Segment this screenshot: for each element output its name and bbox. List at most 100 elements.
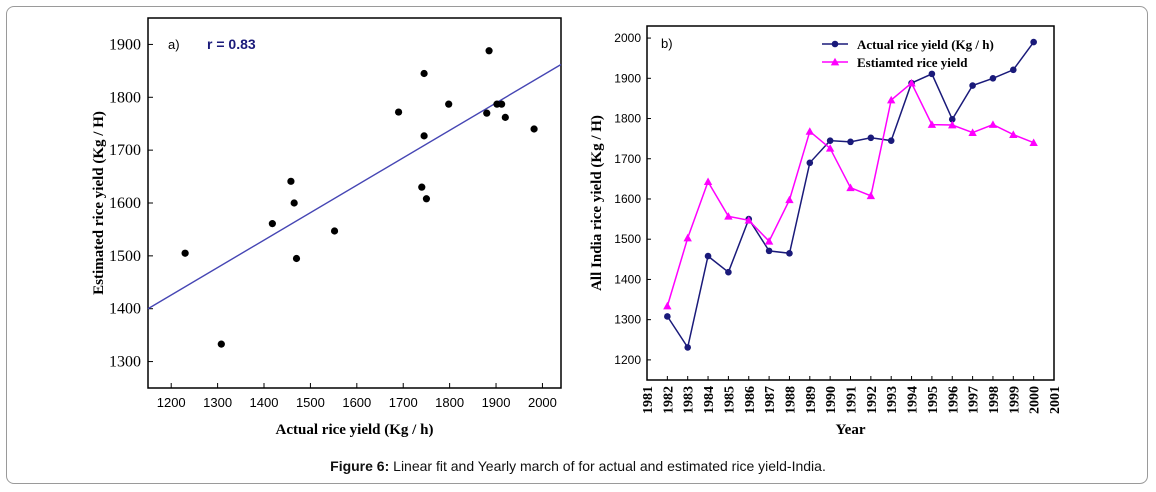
scatter-point <box>330 227 339 235</box>
scatter-point <box>445 100 453 108</box>
x-tick-label-b: 1996 <box>946 386 961 414</box>
y-tick-label-b: 1500 <box>614 232 641 246</box>
estimated-point <box>968 128 977 136</box>
y-tick-label-a: 1700 <box>109 142 141 159</box>
scatter-point <box>418 183 426 191</box>
estimated-point <box>663 301 672 310</box>
scatter-point <box>292 254 301 263</box>
actual-point <box>826 137 834 144</box>
scatter-point <box>501 113 509 121</box>
x-tick-label-b: 1992 <box>865 386 880 414</box>
scatter-point <box>217 340 225 348</box>
estimated-point <box>927 120 937 128</box>
scatter-point <box>287 177 295 185</box>
scatter-point <box>268 220 276 228</box>
y-tick-label-b: 1600 <box>614 192 641 206</box>
x-tick-label-a: 1900 <box>482 395 511 410</box>
y-tick-label-b: 1900 <box>614 71 641 85</box>
scatter-point <box>394 108 403 116</box>
estimated-point <box>866 191 876 200</box>
actual-point <box>684 344 691 351</box>
scatter-point <box>420 132 428 140</box>
series-line-actual <box>666 41 1035 350</box>
figure-frame <box>6 6 1148 484</box>
x-tick-label-b: 1998 <box>987 386 1002 414</box>
y-tick-label-a: 1500 <box>109 248 141 265</box>
x-tick-label-a: 1500 <box>296 395 325 410</box>
estimated-point <box>785 195 794 204</box>
x-tick-label-b: 1983 <box>682 386 697 414</box>
x-tick-label-b: 1988 <box>783 386 798 414</box>
x-tick-label-a: 2000 <box>528 395 557 410</box>
estimated-point <box>825 144 835 152</box>
x-tick-label-a: 1400 <box>250 395 279 410</box>
y-axis-title-b: All India rice yield (Kg / H) <box>589 115 605 291</box>
estimated-point <box>703 177 713 186</box>
estimated-point <box>846 183 855 192</box>
x-tick-label-b: 1986 <box>743 386 758 414</box>
y-tick-label-a: 1800 <box>109 89 141 106</box>
actual-point <box>1010 66 1017 74</box>
estimated-point <box>948 120 957 129</box>
y-tick-label-a: 1300 <box>109 354 141 371</box>
x-tick-label-b: 1993 <box>885 386 900 414</box>
y-tick-label-b: 1400 <box>614 272 641 286</box>
panel-label-b: b) <box>661 36 673 51</box>
y-tick-label-a: 1600 <box>109 195 141 212</box>
legend-label: Estiamted rice yield <box>857 55 968 70</box>
actual-point <box>989 74 997 82</box>
y-tick-label-b: 1200 <box>614 353 641 367</box>
x-tick-label-b: 1982 <box>661 386 676 414</box>
scatter-point <box>530 125 538 133</box>
x-tick-label-a: 1200 <box>157 395 186 410</box>
scatter-point <box>483 109 491 117</box>
legend-swatch-marker <box>830 57 840 66</box>
y-tick-label-b: 1700 <box>614 152 641 166</box>
estimated-point <box>744 216 753 224</box>
x-tick-label-b: 1984 <box>702 386 717 414</box>
scatter-point <box>422 195 431 203</box>
x-tick-label-a: 1600 <box>342 395 371 410</box>
x-tick-label-b: 1995 <box>926 386 941 414</box>
y-tick-label-a: 1400 <box>109 301 141 318</box>
actual-point <box>664 313 671 320</box>
x-tick-label-a: 1300 <box>203 395 232 410</box>
scatter-point <box>420 69 428 78</box>
actual-point <box>786 249 793 257</box>
estimated-point <box>764 237 774 245</box>
y-tick-label-b: 2000 <box>614 31 641 45</box>
actual-point <box>806 159 814 167</box>
x-tick-label-b: 1985 <box>722 386 737 414</box>
estimated-point <box>1009 130 1018 138</box>
estimated-point <box>988 120 998 128</box>
estimated-point <box>683 233 692 242</box>
actual-point <box>969 82 976 89</box>
legend-swatch-marker <box>831 40 839 48</box>
scatter-point <box>485 47 493 55</box>
actual-point <box>847 138 854 146</box>
estimated-point <box>724 212 733 220</box>
x-tick-label-b: 1997 <box>967 386 982 414</box>
x-tick-label-a: 1800 <box>435 395 464 410</box>
estimated-point <box>1029 138 1038 147</box>
panel-label-a: a) <box>168 37 180 52</box>
x-tick-label-b: 1991 <box>845 386 860 414</box>
x-tick-label-b: 1987 <box>763 386 778 414</box>
fit-line <box>147 63 562 310</box>
actual-point <box>887 137 895 144</box>
y-axis-title-a: Estimated rice yield (Kg / H) <box>91 111 107 295</box>
x-tick-label-b: 2001 <box>1048 386 1063 414</box>
estimated-point <box>887 95 896 104</box>
x-tick-label-b: 1989 <box>804 386 819 414</box>
x-tick-label-b: 1990 <box>824 386 839 414</box>
x-axis-title-b: Year <box>836 422 866 438</box>
x-tick-label-b: 1999 <box>1007 386 1022 414</box>
y-tick-label-b: 1300 <box>614 313 641 327</box>
actual-point <box>765 247 773 255</box>
actual-point <box>948 116 956 123</box>
series-line-estimated <box>666 81 1034 307</box>
figure-caption: Figure 6: Linear fit and Yearly march of… <box>0 458 1156 474</box>
scatter-point <box>290 199 298 207</box>
actual-point <box>704 252 712 260</box>
